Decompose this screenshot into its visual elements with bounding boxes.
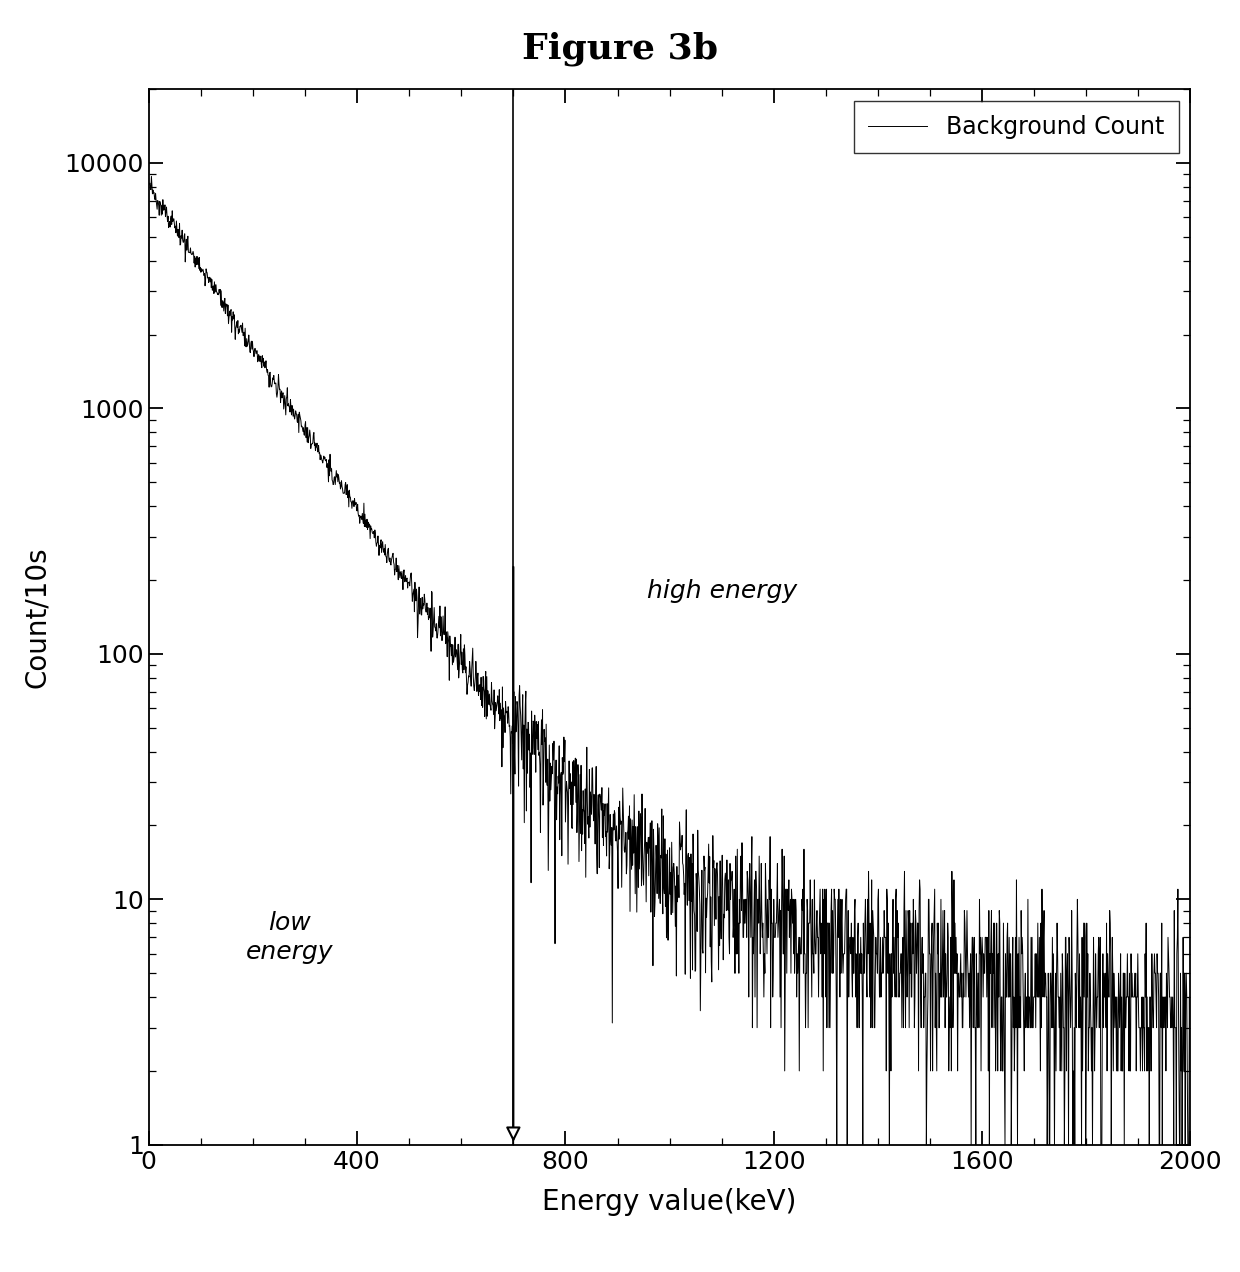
- Background Count: [144, 169, 159, 184]
- Background Count: [1183, 990, 1198, 1005]
- X-axis label: Energy value(keV): Energy value(keV): [542, 1188, 797, 1216]
- Background Count: [1153, 1020, 1168, 1035]
- Legend: Background Count: Background Count: [854, 100, 1178, 153]
- Background Count: [1153, 965, 1168, 981]
- Text: high energy: high energy: [646, 579, 797, 603]
- Background Count: [830, 1137, 844, 1152]
- Line: Background Count: Background Count: [149, 177, 1190, 1145]
- Background Count: [141, 177, 156, 192]
- Background Count: [962, 965, 977, 981]
- Background Count: [649, 838, 663, 854]
- Text: low
energy: low energy: [246, 911, 334, 964]
- Text: Figure 3b: Figure 3b: [522, 32, 718, 66]
- Background Count: [621, 809, 636, 824]
- Y-axis label: Count/10s: Count/10s: [22, 546, 51, 688]
- Background Count: [196, 262, 211, 277]
